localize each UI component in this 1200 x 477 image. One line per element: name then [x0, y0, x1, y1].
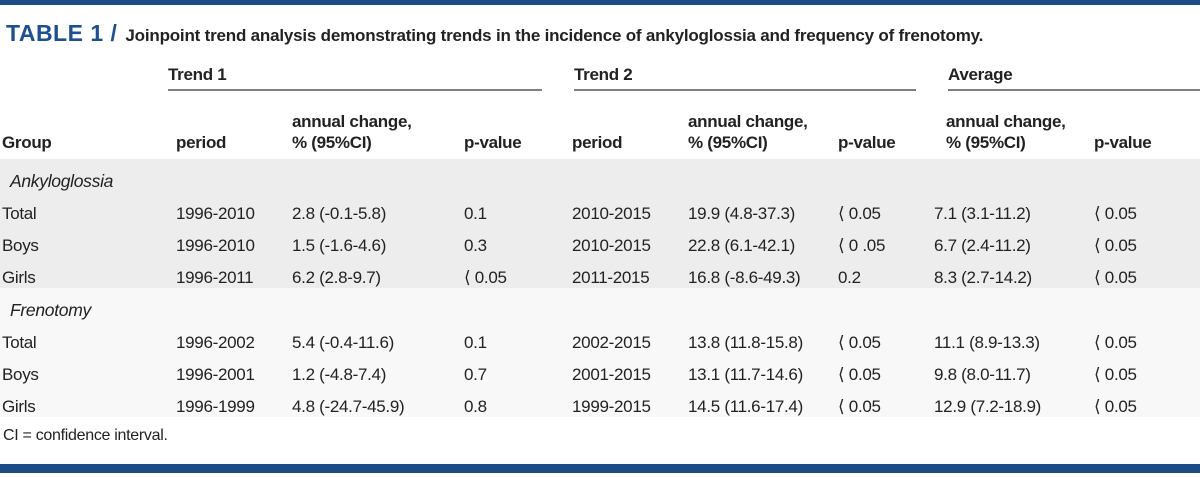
table-caption: Joinpoint trend analysis demonstrating t…: [125, 26, 984, 45]
group-header-trend2: Trend 2: [558, 55, 932, 91]
t2-p-value-cell: ⟨ 0 .05: [838, 236, 886, 255]
col-header-t1-annual-change: annual change, % (95%CI): [292, 112, 412, 152]
t1-change-cell: 5.4 (-0.4-11.6): [292, 333, 394, 352]
avg-p-value-cell: ⟨ 0.05: [1094, 397, 1137, 416]
avg-change-cell: 7.1 (3.1-11.2): [934, 204, 1031, 223]
table-row: Boys 1996-2001 1.2 (-4.8-7.4) 0.7 2001-2015 1…: [0, 353, 1200, 385]
t2-period-cell: 2010-2015: [572, 204, 651, 223]
avg-change-cell: 8.3 (2.7-14.2): [934, 268, 1032, 287]
t2-p-value-cell: 0.2: [838, 268, 861, 287]
avg-p-value-cell: ⟨ 0.05: [1094, 333, 1137, 352]
t1-period-cell: 1996-2010: [176, 204, 255, 223]
avg-p-value-cell: ⟨ 0.05: [1094, 365, 1137, 384]
t2-change-cell: 16.8 (-8.6-49.3): [688, 268, 801, 287]
group-header-trend1: Trend 1: [162, 55, 558, 91]
t2-change-cell: 14.5 (11.6-17.4): [688, 397, 803, 416]
t1-period-cell: 1996-2010: [176, 236, 255, 255]
avg-p-value-cell: ⟨ 0.05: [1094, 204, 1137, 223]
col-header-avg-p-value: p-value: [1094, 133, 1152, 152]
section-label: Frenotomy: [10, 300, 91, 320]
t1-change-cell: 6.2 (2.8-9.7): [292, 268, 381, 287]
col-header-t2-period: period: [572, 133, 623, 152]
row-group-label: Girls: [2, 397, 36, 416]
t2-change-cell: 13.1 (11.7-14.6): [688, 365, 803, 384]
t1-change-cell: 1.5 (-1.6-4.6): [292, 236, 387, 255]
t2-change-cell: 13.8 (11.8-15.8): [688, 333, 803, 352]
t1-p-value-cell: 0.3: [464, 236, 487, 255]
t1-change-cell: 1.2 (-4.8-7.4): [292, 365, 387, 384]
table-row: Total 1996-2010 2.8 (-0.1-5.8) 0.1 2010-2015…: [0, 192, 1200, 224]
row-group-label: Total: [2, 333, 37, 352]
t1-p-value-cell: 0.8: [464, 397, 487, 416]
avg-p-value-cell: ⟨ 0.05: [1094, 268, 1137, 287]
avg-p-value-cell: ⟨ 0.05: [1094, 236, 1137, 255]
trend-analysis-table: Trend 1 Trend 2 Average Group period ann…: [0, 55, 1200, 417]
t2-p-value-cell: ⟨ 0.05: [838, 397, 881, 416]
footnote: CI = confidence interval.: [3, 427, 168, 444]
avg-change-cell: 12.9 (7.2-18.9): [934, 397, 1042, 416]
t2-period-cell: 2010-2015: [572, 236, 651, 255]
t1-p-value-cell: ⟨ 0.05: [464, 268, 507, 287]
column-header-row: Group period annual change, % (95%CI) p-…: [0, 91, 1200, 159]
t1-period-cell: 1996-2001: [176, 365, 255, 384]
table-title-row: TABLE 1 / Joinpoint trend analysis demons…: [0, 5, 1200, 55]
t1-period-cell: 1996-2002: [176, 333, 255, 352]
t1-change-cell: 4.8 (-24.7-45.9): [292, 397, 405, 416]
t1-p-value-cell: 0.1: [464, 333, 487, 352]
bottom-accent-bar: [0, 464, 1200, 473]
t2-period-cell: 2001-2015: [572, 365, 651, 384]
t1-p-value-cell: 0.7: [464, 365, 487, 384]
col-header-avg-annual-change: annual change, % (95%CI): [946, 112, 1066, 152]
section-row: Frenotomy: [0, 288, 1200, 321]
avg-change-cell: 11.1 (8.9-13.3): [934, 333, 1040, 352]
col-header-t1-p-value: p-value: [464, 133, 522, 152]
group-header-average: Average: [932, 55, 1200, 91]
section-label: Ankyloglossia: [10, 171, 114, 191]
col-header-t2-p-value: p-value: [838, 133, 896, 152]
group-header-spacer: [0, 55, 162, 91]
t2-change-cell: 19.9 (4.8-37.3): [688, 204, 796, 223]
t1-period-cell: 1996-1999: [176, 397, 255, 416]
table-number-label: TABLE 1 /: [6, 20, 118, 46]
t1-change-cell: 2.8 (-0.1-5.8): [292, 204, 387, 223]
table-row: Boys 1996-2010 1.5 (-1.6-4.6) 0.3 2010-2015 2…: [0, 224, 1200, 256]
col-header-t1-period: period: [176, 133, 227, 152]
table-row: Girls 1996-2011 6.2 (2.8-9.7) ⟨ 0.05 2011-20…: [0, 256, 1200, 288]
table-row: Total 1996-2002 5.4 (-0.4-11.6) 0.1 2002-201…: [0, 321, 1200, 353]
top-accent-bar: [0, 0, 1200, 5]
t2-p-value-cell: ⟨ 0.05: [838, 204, 881, 223]
row-group-label: Girls: [2, 268, 36, 287]
col-header-t2-annual-change: annual change, % (95%CI): [688, 112, 808, 152]
t2-change-cell: 22.8 (6.1-42.1): [688, 236, 796, 255]
t1-period-cell: 1996-2011: [176, 268, 254, 287]
t2-period-cell: 1999-2015: [572, 397, 651, 416]
t2-p-value-cell: ⟨ 0.05: [838, 365, 881, 384]
section-row: Ankyloglossia: [0, 159, 1200, 192]
avg-change-cell: 6.7 (2.4-11.2): [934, 236, 1031, 255]
t1-p-value-cell: 0.1: [464, 204, 487, 223]
row-group-label: Boys: [2, 236, 39, 255]
row-group-label: Boys: [2, 365, 39, 384]
row-group-label: Total: [2, 204, 37, 223]
col-header-group: Group: [2, 133, 52, 152]
group-header-row: Trend 1 Trend 2 Average: [0, 55, 1200, 91]
avg-change-cell: 9.8 (8.0-11.7): [934, 365, 1031, 384]
table-row: Girls 1996-1999 4.8 (-24.7-45.9) 0.8 1999-20…: [0, 385, 1200, 417]
t2-period-cell: 2002-2015: [572, 333, 651, 352]
t2-p-value-cell: ⟨ 0.05: [838, 333, 881, 352]
t2-period-cell: 2011-2015: [572, 268, 650, 287]
